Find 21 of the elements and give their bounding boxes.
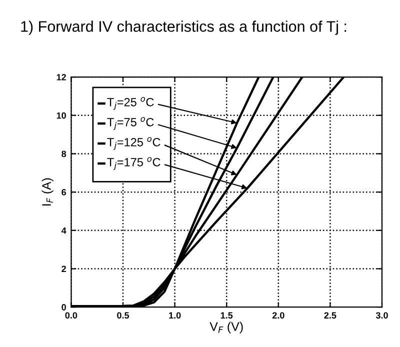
x-tick-label: 2.0 (272, 312, 284, 319)
y-tick-label: 0 (62, 304, 66, 310)
x-tick-label: 0.0 (65, 312, 78, 319)
x-axis-title: V$_{F}$ (V) (210, 322, 243, 334)
legend-label: T$_{j}$=25 $^{o}$C (107, 97, 154, 110)
x-tick-label: 1.5 (220, 312, 233, 319)
y-tick-label: 2 (62, 266, 66, 272)
legend-label: T$_{j}$=75 $^{o}$C (107, 117, 154, 130)
y-tick-label: 4 (61, 227, 66, 234)
y-tick-label: 12 (56, 74, 66, 80)
legend-label: T$_{j}$=125 $^{o}$C (107, 137, 160, 150)
y-axis-title: I$_{F}$ (A) (42, 178, 54, 206)
y-tick-label: 10 (56, 112, 66, 119)
y-tick-label: 6 (62, 189, 66, 196)
y-tick-label: 8 (62, 150, 66, 158)
x-tick-label: 0.5 (117, 312, 130, 319)
legend-label: T$_{j}$=175 $^{o}$C (107, 157, 160, 170)
chart-title: 1) Forward IV characteristics as a function of Tj : (21, 20, 346, 35)
x-tick-label: 2.5 (324, 312, 336, 319)
x-tick-label: 3.0 (376, 312, 388, 319)
x-tick-label: 1.0 (169, 312, 181, 319)
